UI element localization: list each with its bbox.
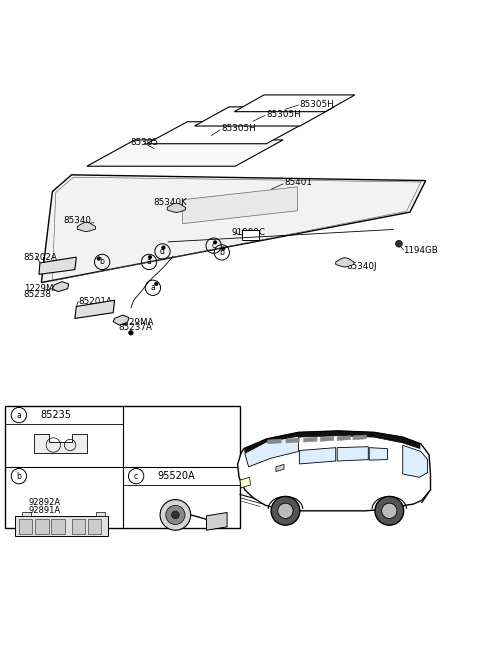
Circle shape — [160, 500, 191, 530]
Circle shape — [278, 503, 293, 518]
Text: a: a — [147, 257, 151, 266]
Polygon shape — [167, 203, 185, 213]
Text: 85340J: 85340J — [346, 262, 377, 271]
Polygon shape — [276, 464, 284, 472]
Circle shape — [375, 497, 404, 525]
Polygon shape — [206, 512, 227, 530]
Text: 1229MA: 1229MA — [24, 284, 59, 293]
Text: 92891A: 92891A — [28, 506, 60, 514]
Circle shape — [221, 247, 225, 251]
Polygon shape — [52, 281, 69, 292]
Text: 85305H: 85305H — [300, 100, 335, 108]
Bar — [72, 519, 85, 533]
Text: a: a — [151, 283, 155, 293]
Polygon shape — [77, 222, 96, 232]
Circle shape — [271, 497, 300, 525]
Polygon shape — [240, 478, 251, 488]
Text: 85305H: 85305H — [222, 125, 257, 133]
Bar — [22, 512, 31, 516]
Polygon shape — [369, 447, 387, 460]
Polygon shape — [321, 436, 334, 441]
Bar — [5, 406, 240, 528]
Bar — [242, 230, 259, 240]
Polygon shape — [403, 445, 428, 478]
Circle shape — [166, 505, 185, 524]
Text: 85237A: 85237A — [118, 323, 152, 333]
Bar — [96, 512, 105, 516]
Text: 1194GB: 1194GB — [403, 246, 437, 255]
Polygon shape — [182, 187, 298, 224]
Polygon shape — [238, 431, 431, 511]
Bar — [51, 519, 65, 533]
Polygon shape — [87, 140, 283, 166]
Circle shape — [161, 246, 165, 249]
Text: 91800C: 91800C — [231, 228, 265, 237]
Polygon shape — [194, 107, 334, 126]
Bar — [19, 519, 32, 533]
Polygon shape — [337, 447, 368, 461]
Polygon shape — [113, 315, 129, 325]
Text: b: b — [16, 472, 21, 481]
Polygon shape — [34, 434, 87, 453]
Polygon shape — [300, 447, 336, 464]
Text: 85202A: 85202A — [24, 253, 58, 262]
Polygon shape — [234, 95, 355, 112]
Text: 85235: 85235 — [40, 410, 71, 420]
Text: 95520A: 95520A — [157, 471, 195, 481]
Polygon shape — [286, 438, 300, 443]
Text: 85305: 85305 — [130, 138, 158, 147]
Circle shape — [97, 256, 101, 260]
Circle shape — [148, 255, 152, 259]
Text: 85340: 85340 — [63, 216, 91, 225]
Text: 1229MA: 1229MA — [118, 318, 154, 327]
Text: 85305H: 85305H — [266, 110, 301, 119]
Text: 85238: 85238 — [24, 290, 52, 299]
Polygon shape — [41, 175, 426, 283]
Circle shape — [129, 331, 133, 335]
Circle shape — [171, 511, 179, 519]
Polygon shape — [304, 438, 317, 442]
Text: c: c — [134, 472, 138, 481]
Polygon shape — [75, 300, 115, 318]
Polygon shape — [268, 439, 281, 444]
Text: b: b — [100, 257, 105, 266]
Text: 92892A: 92892A — [28, 499, 60, 508]
Bar — [35, 519, 48, 533]
Circle shape — [396, 240, 402, 247]
Polygon shape — [337, 436, 350, 440]
Polygon shape — [245, 436, 299, 467]
Text: a: a — [16, 411, 21, 420]
Text: 85340K: 85340K — [154, 198, 188, 207]
Text: c: c — [212, 241, 216, 250]
Polygon shape — [336, 258, 354, 267]
Bar — [15, 516, 108, 537]
Circle shape — [213, 240, 217, 244]
Text: d: d — [160, 247, 165, 256]
Polygon shape — [353, 435, 366, 440]
Polygon shape — [147, 122, 307, 144]
Text: b: b — [219, 248, 224, 257]
Bar — [88, 519, 101, 533]
Circle shape — [382, 503, 397, 518]
Polygon shape — [39, 257, 76, 274]
Text: 85201A: 85201A — [78, 297, 112, 306]
Text: 85401: 85401 — [284, 178, 312, 187]
Circle shape — [155, 282, 158, 286]
Polygon shape — [245, 431, 420, 453]
